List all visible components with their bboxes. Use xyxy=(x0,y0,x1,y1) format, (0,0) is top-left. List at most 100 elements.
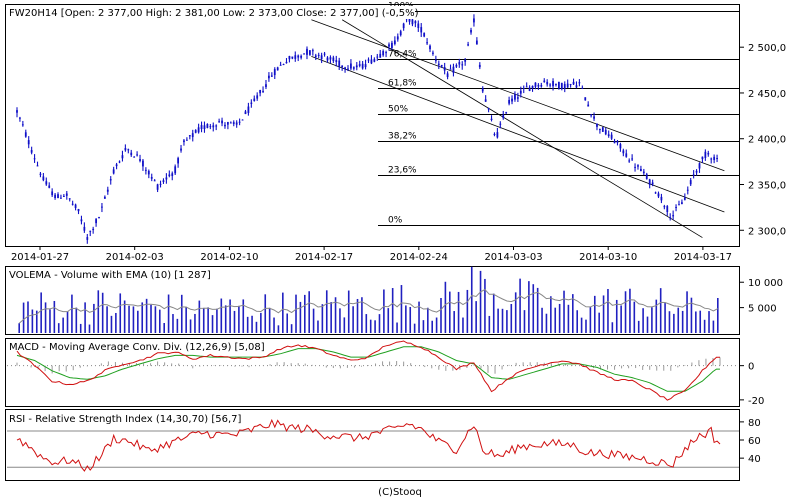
price-candle-body xyxy=(309,50,311,55)
price-candle-body xyxy=(250,102,253,104)
price-candle-body xyxy=(150,176,153,179)
price-candle-body xyxy=(686,189,689,191)
price-candle-body xyxy=(285,61,288,64)
price-candle-body xyxy=(39,173,42,175)
price-candle-body xyxy=(367,59,370,61)
price-candle-body xyxy=(335,60,338,63)
price-candle-body xyxy=(426,42,428,44)
rsi-y-tick-label: 80 xyxy=(748,418,761,429)
price-candle-body xyxy=(402,23,405,29)
price-candle-body xyxy=(622,150,625,154)
price-candle-body xyxy=(540,85,543,87)
price-candle-body xyxy=(560,82,563,89)
price-candle-body xyxy=(651,182,654,185)
price-candle-body xyxy=(127,149,130,151)
price-candle-body xyxy=(593,116,595,119)
price-candle-body xyxy=(414,21,417,24)
price-candle-body xyxy=(48,185,51,188)
price-candle-body xyxy=(604,129,607,135)
price-candle-body xyxy=(124,148,127,151)
price-candle-body xyxy=(487,108,490,110)
price-candle-body xyxy=(385,52,387,54)
price-candle-body xyxy=(631,158,634,160)
macd-title: MACD - Moving Average Conv. Div. (12,26,… xyxy=(9,342,265,353)
price-candle-body xyxy=(218,121,221,123)
price-candle-body xyxy=(596,123,598,127)
price-candle-body xyxy=(19,117,21,119)
price-candle-body xyxy=(376,56,379,58)
price-candle-body xyxy=(224,124,226,127)
price-x-axis: 2014-01-27 2014-02-03 2014-02-10 2014-02-17… xyxy=(11,246,732,263)
price-candle-body xyxy=(206,123,209,128)
price-candle-body xyxy=(344,67,346,69)
price-candle-body xyxy=(575,85,578,88)
price-candle-body xyxy=(303,53,305,55)
price-candle-body xyxy=(683,197,686,200)
price-candle-body xyxy=(420,27,423,33)
price-candle-body xyxy=(461,64,464,66)
price-candle-body xyxy=(525,86,528,88)
price-candle-body xyxy=(203,125,206,130)
price-candle-body xyxy=(584,97,587,101)
price-candle-body xyxy=(288,56,291,60)
price-panel-frame xyxy=(5,4,740,247)
price-candle-body xyxy=(350,63,352,69)
macd-y-axis: 0 -20 xyxy=(739,362,764,407)
price-candle-body xyxy=(168,174,171,177)
price-candle-body xyxy=(364,64,367,68)
price-candle-body xyxy=(373,59,376,62)
price-title: FW20H14 [Open: 2 377,00 High: 2 381,00 L… xyxy=(9,8,419,19)
price-candle-body xyxy=(33,158,36,160)
price-candle-body xyxy=(241,119,244,121)
price-candle-body xyxy=(174,166,177,174)
price-candle-body xyxy=(660,196,663,201)
rsi-panel-frame xyxy=(5,409,740,481)
price-candle-body xyxy=(601,127,604,132)
price-candle-body xyxy=(317,54,320,56)
price-candle-body xyxy=(563,84,566,89)
price-candle-body xyxy=(458,62,461,65)
price-candle-body xyxy=(27,140,30,145)
price-x-tick-label: 2014-01-27 xyxy=(11,252,69,263)
price-candle-body xyxy=(332,57,335,62)
macd-panel: 0 -20 MACD - Moving Average Conv. Div. (1… xyxy=(5,338,764,407)
price-candle-body xyxy=(57,194,59,199)
rsi-line xyxy=(16,418,721,472)
volume-panel-frame xyxy=(5,266,740,335)
rsi-plot xyxy=(7,418,739,472)
price-y-tick-label: 2 400,0 xyxy=(748,135,786,146)
price-candle-body xyxy=(654,192,657,194)
price-candle-body xyxy=(326,57,329,61)
price-y-tick-label: 2 450,0 xyxy=(748,89,786,100)
price-candle-body xyxy=(599,129,601,131)
price-candle-body xyxy=(516,97,519,99)
price-candle-body xyxy=(569,84,572,86)
price-candle-body xyxy=(268,75,270,79)
price-candle-body xyxy=(355,65,358,68)
price-candle-body xyxy=(144,169,147,171)
price-candle-body xyxy=(672,215,675,217)
price-candle-body xyxy=(581,87,584,89)
price-candle-body xyxy=(183,140,185,143)
price-candle-body xyxy=(98,216,100,218)
price-y-tick-label: 2 300,0 xyxy=(748,226,786,237)
price-candle-body xyxy=(36,165,39,167)
price-candle-body xyxy=(262,90,264,92)
price-candle-body xyxy=(51,191,54,196)
price-candle-body xyxy=(177,158,180,164)
price-candle-body xyxy=(329,57,332,60)
macd-plot xyxy=(7,340,739,401)
price-candle-body xyxy=(657,193,660,197)
price-candle-body xyxy=(628,160,631,162)
volume-title: VOLEMA - Volume with EMA (10) [1 287] xyxy=(9,270,211,281)
price-candle-body xyxy=(297,55,300,58)
macd-panel-frame xyxy=(5,338,740,407)
price-candle-body xyxy=(147,170,150,175)
price-candle-body xyxy=(347,68,349,70)
price-title-bg xyxy=(7,6,415,19)
price-candle-body xyxy=(21,124,24,126)
price-x-tick-label: 2014-03-10 xyxy=(579,252,637,263)
price-candle-body xyxy=(388,44,390,47)
price-candle-body xyxy=(311,50,314,52)
price-candle-body xyxy=(209,126,212,128)
